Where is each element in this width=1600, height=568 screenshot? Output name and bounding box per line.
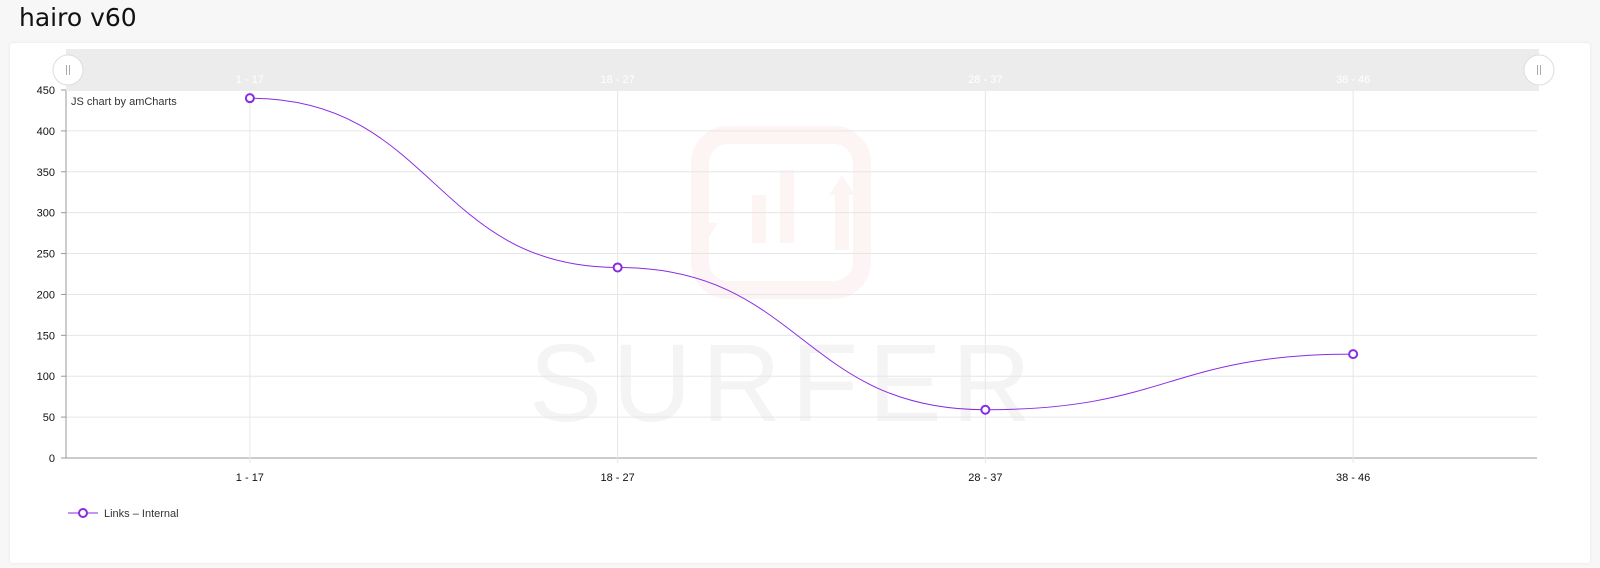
scrollbar-right-grip[interactable] <box>1523 54 1555 86</box>
line-chart: SURFER 0 50 100 150 200 250 300 350 400 450 1 - 1… <box>37 49 1555 520</box>
y-axis: 0 50 100 150 200 250 300 350 400 450 <box>37 85 67 465</box>
series-point <box>612 262 623 273</box>
series-point <box>1348 349 1359 360</box>
scrollbar-left-grip[interactable] <box>52 54 84 86</box>
series-points <box>244 93 1359 415</box>
chart-credit[interactable]: JS chart by amCharts <box>71 96 177 108</box>
legend-point-marker <box>78 508 88 518</box>
y-tick-label: 250 <box>37 249 55 261</box>
y-tick-label: 300 <box>37 208 55 220</box>
y-tick-label: 0 <box>49 453 55 465</box>
y-tick-label: 100 <box>37 371 55 383</box>
x-tick-label: 18 - 27 <box>601 472 635 484</box>
x-axis: 1 - 17 18 - 27 28 - 37 38 - 46 <box>236 472 1370 484</box>
legend[interactable]: Links – Internal <box>68 508 179 520</box>
y-tick-label: 450 <box>37 85 55 97</box>
scrollbar-label: 18 - 27 <box>601 74 635 86</box>
page-title: hairo v60 <box>19 3 137 32</box>
series-point <box>244 93 255 104</box>
legend-label: Links – Internal <box>104 508 179 520</box>
chart-scrollbar[interactable] <box>66 49 1539 91</box>
y-tick-label: 350 <box>37 167 55 179</box>
scrollbar-label: 1 - 17 <box>236 74 264 86</box>
x-tick-label: 1 - 17 <box>236 472 264 484</box>
watermark-text: SURFER <box>529 322 1041 445</box>
series-line-links-internal <box>249 97 1354 411</box>
scrollbar-labels: 1 - 17 18 - 27 28 - 37 38 - 46 <box>236 74 1370 86</box>
y-tick-label: 150 <box>37 330 55 342</box>
scrollbar-label: 28 - 37 <box>968 74 1002 86</box>
x-tick-label: 28 - 37 <box>968 472 1002 484</box>
scrollbar-label: 38 - 46 <box>1336 74 1370 86</box>
y-tick-label: 400 <box>37 126 55 138</box>
y-tick-label: 200 <box>37 289 55 301</box>
x-tick-label: 38 - 46 <box>1336 472 1370 484</box>
y-tick-label: 50 <box>43 412 55 424</box>
chart-card: SURFER 0 50 100 150 200 250 300 350 400 450 1 - 1… <box>10 43 1590 563</box>
series-point <box>980 404 991 415</box>
